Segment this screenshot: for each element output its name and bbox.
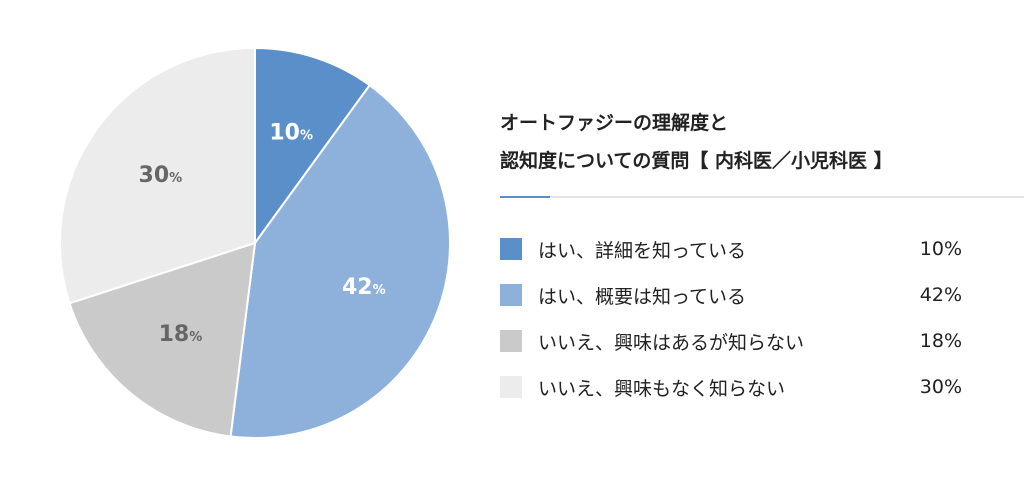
legend-label: いいえ、興味はあるが知らない — [538, 331, 805, 354]
legend-value: 10% — [919, 238, 962, 260]
legend-value: 18% — [919, 330, 962, 352]
legend-item: はい、概要は知っている 42% — [500, 272, 970, 318]
chart-title-line-2: 認知度についての質問【 内科医／小児科医 】 — [500, 150, 893, 172]
legend-value: 42% — [919, 284, 962, 306]
pie-slice — [59, 46, 256, 305]
title-divider — [500, 196, 1024, 198]
legend-label: はい、詳細を知っている — [538, 239, 747, 262]
pie-slice — [254, 46, 372, 247]
pie-chart: 10% 42% 18% 30% — [59, 46, 451, 439]
pie-slice — [229, 83, 451, 439]
slice-value-label: 18% — [159, 322, 203, 347]
title-divider-accent — [500, 196, 550, 198]
legend-value: 30% — [919, 376, 962, 398]
legend-label: いいえ、興味もなく知らない — [538, 377, 786, 400]
legend-swatch — [500, 238, 522, 260]
slice-value-label: 10% — [269, 121, 313, 146]
legend-item: いいえ、興味はあるが知らない 18% — [500, 318, 970, 364]
legend-swatch — [500, 376, 522, 398]
chart-title-line-1: オートファジーの理解度と — [500, 112, 729, 134]
slice-value-label: 30% — [139, 163, 183, 188]
pie-slice — [68, 241, 257, 438]
legend-item: いいえ、興味もなく知らない 30% — [500, 364, 970, 410]
legend-swatch — [500, 284, 522, 306]
legend: はい、詳細を知っている 10% はい、概要は知っている 42% いいえ、興味はあ… — [500, 226, 970, 410]
legend-swatch — [500, 330, 522, 352]
legend-label: はい、概要は知っている — [538, 285, 747, 308]
legend-item: はい、詳細を知っている 10% — [500, 226, 970, 272]
chart-title: オートファジーの理解度と 認知度についての質問【 内科医／小児科医 】 — [500, 104, 1000, 180]
slice-value-label: 42% — [342, 275, 386, 300]
